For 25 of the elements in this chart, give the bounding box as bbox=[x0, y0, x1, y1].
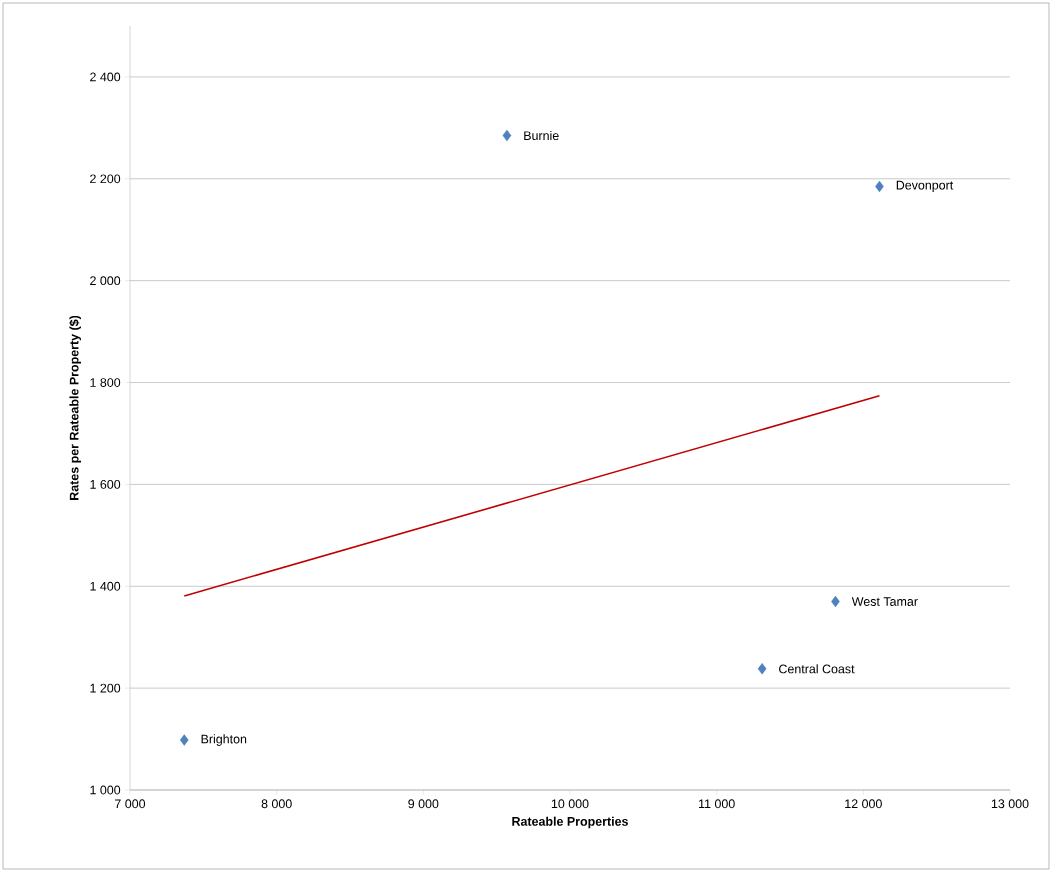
y-tick-label: 1 800 bbox=[90, 378, 121, 387]
annotation: Devonport bbox=[896, 180, 954, 192]
x-tick-label: 7 000 bbox=[115, 799, 146, 809]
x-tick-label: 10 000 bbox=[551, 799, 589, 809]
y-tick-label: 1 600 bbox=[90, 480, 121, 489]
y-axis-title: Rates per Rateable Property ($) bbox=[69, 315, 81, 500]
y-tick-label: 1 400 bbox=[90, 581, 121, 591]
y-tick-label: 1 000 bbox=[90, 785, 121, 795]
y-tick-label: 2 200 bbox=[90, 174, 121, 184]
point bbox=[502, 129, 512, 142]
x-tick-label: 13 000 bbox=[991, 799, 1029, 809]
annotation: Central Coast bbox=[779, 664, 855, 674]
y-tick-label: 2 400 bbox=[90, 72, 121, 82]
point bbox=[179, 734, 189, 746]
annotation: West Tamar bbox=[851, 597, 918, 606]
x-tick-label: 12 000 bbox=[845, 799, 882, 809]
point bbox=[757, 663, 767, 675]
y-tick-label: 2 000 bbox=[90, 276, 121, 286]
x-axis-title: Rateable Properties bbox=[512, 816, 628, 829]
annotation: Brighton bbox=[201, 734, 247, 746]
y-tick-label: 1 200 bbox=[90, 683, 121, 693]
x-tick-label: 11 000 bbox=[699, 799, 735, 809]
x-tick-label: 8 000 bbox=[261, 799, 292, 809]
x-tick-label: 9 000 bbox=[408, 799, 439, 809]
annotation: Burnie bbox=[524, 130, 559, 141]
